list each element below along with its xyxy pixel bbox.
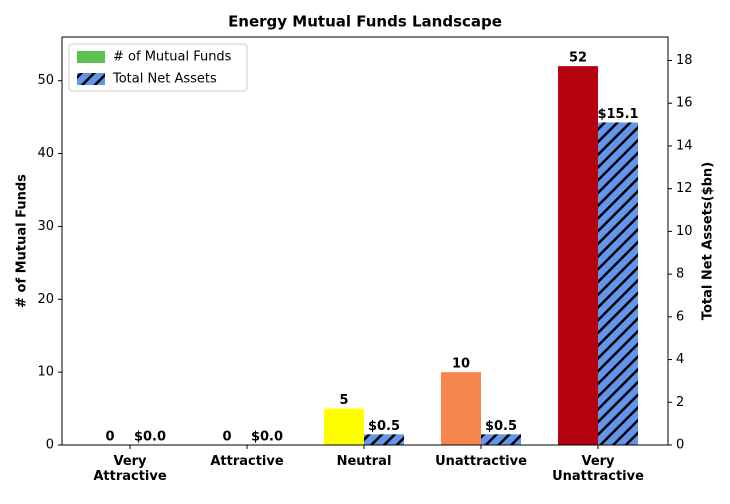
value-label: 0 bbox=[222, 430, 231, 445]
y-axis-label: # of Mutual Funds bbox=[15, 174, 30, 308]
value-label: 0 bbox=[105, 430, 114, 445]
y2-tick-label: 0 bbox=[676, 438, 684, 453]
plot-frame bbox=[61, 36, 669, 446]
y2-tick-label: 4 bbox=[676, 352, 684, 367]
bar bbox=[441, 372, 481, 445]
legend-box bbox=[68, 43, 248, 92]
y2-tick-label: 14 bbox=[676, 138, 693, 153]
legend-swatch bbox=[77, 73, 105, 85]
x-tick-label: Attractive bbox=[210, 454, 284, 469]
y2-tick-label: 18 bbox=[676, 53, 693, 68]
x-tick-label: Very Attractive bbox=[93, 454, 167, 484]
legend-label: # of Mutual Funds bbox=[113, 50, 232, 65]
y2-tick-label: 6 bbox=[676, 309, 684, 324]
value-label: $0.5 bbox=[485, 419, 517, 434]
x-tick-label: Very Unattractive bbox=[552, 454, 644, 484]
y-tick-label: 30 bbox=[37, 219, 54, 234]
value-label: $15.1 bbox=[597, 107, 638, 122]
x-tick-label: Unattractive bbox=[435, 454, 527, 469]
y-tick-label: 0 bbox=[46, 438, 54, 453]
legend-label: Total Net Assets bbox=[112, 72, 217, 87]
value-label: 10 bbox=[452, 357, 470, 372]
bar bbox=[364, 434, 404, 445]
x-tick-label: Neutral bbox=[337, 454, 392, 469]
y2-tick-label: 16 bbox=[676, 96, 693, 111]
y2-tick-label: 12 bbox=[676, 181, 693, 196]
y-tick-label: 10 bbox=[37, 365, 54, 380]
value-label: 52 bbox=[569, 51, 587, 66]
y2-tick-label: 10 bbox=[676, 224, 693, 239]
bar bbox=[558, 66, 598, 446]
value-label: $0.0 bbox=[251, 430, 283, 445]
y-tick-label: 20 bbox=[37, 292, 54, 307]
bar bbox=[324, 408, 364, 445]
value-label: $0.5 bbox=[368, 419, 400, 434]
y-tick-label: 40 bbox=[37, 146, 54, 161]
bar bbox=[598, 122, 638, 446]
legend-swatch bbox=[77, 51, 105, 63]
y2-axis-label: Total Net Assets($bn) bbox=[701, 162, 716, 320]
y2-tick-label: 2 bbox=[676, 395, 684, 410]
value-label: $0.0 bbox=[134, 430, 166, 445]
value-label: 5 bbox=[339, 393, 348, 408]
y-tick-label: 50 bbox=[37, 73, 54, 88]
bar bbox=[481, 434, 521, 445]
chart-title: Energy Mutual Funds Landscape bbox=[228, 13, 502, 31]
y2-tick-label: 8 bbox=[676, 267, 684, 282]
